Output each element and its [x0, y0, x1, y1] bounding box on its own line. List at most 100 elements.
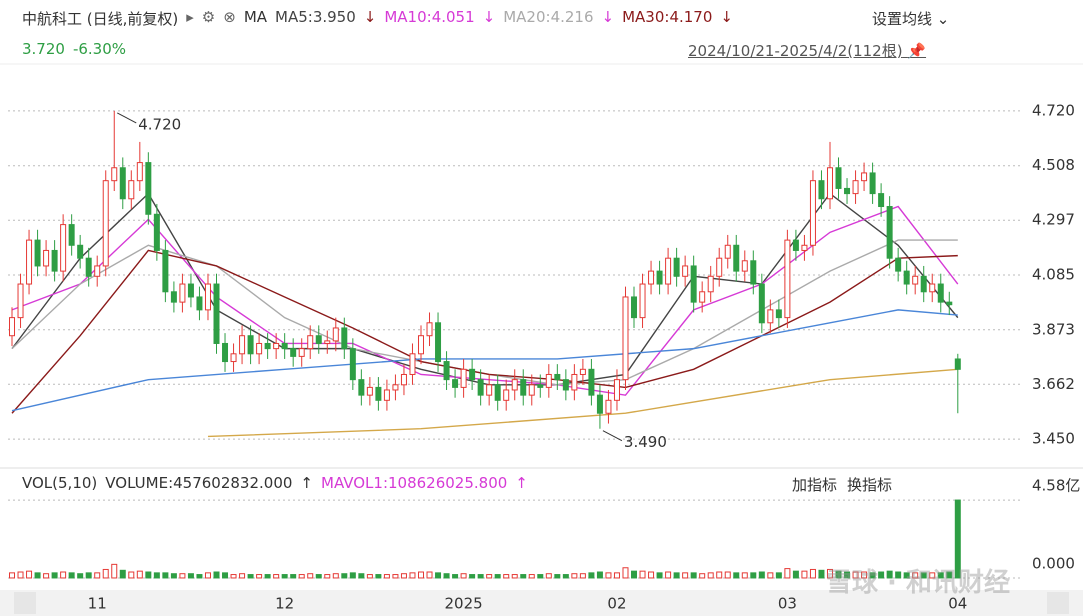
candle-body: [809, 180, 816, 246]
volume-bar: [341, 573, 348, 579]
volume-bar: [920, 572, 927, 579]
volume-bar: [290, 574, 297, 579]
vol-title: VOL(5,10): [22, 474, 98, 492]
candle-body: [937, 283, 944, 303]
candle-body: [648, 270, 655, 285]
volume-bar: [682, 572, 689, 579]
candle-body: [222, 342, 229, 363]
candle-body: [153, 213, 160, 251]
volume-bar: [17, 571, 24, 579]
candle-body: [503, 389, 510, 401]
candle-body: [375, 386, 382, 401]
change: -6.30%: [72, 40, 127, 58]
volume-bar: [511, 574, 518, 579]
candle-body: [128, 180, 135, 200]
candle-body: [886, 206, 893, 259]
candle-body: [34, 239, 41, 267]
volume-bar: [741, 572, 748, 579]
volume-bar: [204, 572, 211, 579]
volume-bar: [869, 572, 876, 579]
volume-bar: [733, 572, 740, 579]
legend-arrow: ↓: [482, 8, 496, 26]
volume-bar: [503, 574, 510, 579]
volume-bar: [417, 571, 424, 579]
volume-bar: [264, 574, 271, 579]
candle-body: [9, 317, 16, 337]
y-tick-label: 3.450: [1032, 430, 1075, 448]
ma-settings-text[interactable]: 设置均线: [872, 10, 933, 28]
volume-bar: [136, 570, 143, 579]
candle-body: [409, 353, 416, 375]
volume-bar: [239, 573, 246, 579]
expand-icon[interactable]: ▸: [186, 8, 194, 26]
candle-body: [716, 257, 723, 277]
candle-body: [136, 162, 143, 182]
candle-body: [77, 244, 84, 259]
date-range: 2024/10/21-2025/4/2(112根) 📌: [688, 42, 927, 60]
legend-entry: MA20:4.216: [503, 8, 594, 26]
volume-legend: ↑: [515, 474, 528, 492]
date-range-text: 2024/10/21-2025/4/2(112根): [688, 42, 903, 60]
candle-body: [60, 224, 67, 272]
scroll-right[interactable]: [1047, 592, 1069, 614]
volume-bar: [895, 571, 902, 579]
volume-bar: [767, 572, 774, 579]
candle-body: [912, 275, 919, 285]
volume-bar: [750, 572, 757, 579]
x-tick-label: 04: [948, 595, 967, 613]
candle-body: [239, 335, 246, 355]
candle-body: [264, 342, 271, 350]
candle-body: [758, 283, 765, 324]
volume-bar: [878, 571, 885, 579]
candle-body: [861, 172, 868, 182]
volume-bar: [332, 573, 339, 579]
settings-icon[interactable]: ⚙: [201, 8, 216, 26]
volume-legend: MAVOL1:108626025.800: [321, 474, 508, 492]
candle-body: [298, 348, 305, 357]
candle-body: [741, 260, 748, 272]
candle-body: [460, 368, 467, 388]
candle-body: [699, 291, 706, 303]
volume-bar: [775, 572, 782, 579]
candle-body: [801, 244, 808, 251]
volume-bar: [256, 574, 263, 579]
candle-body: [954, 358, 961, 370]
volume-bar: [111, 563, 118, 579]
candle-body: [486, 384, 493, 396]
volume-bar: [545, 573, 552, 579]
indicator-button[interactable]: 换指标: [847, 476, 893, 494]
legend-arrow: ↓: [363, 8, 377, 26]
volume-bar: [494, 574, 501, 579]
volume-bar: [716, 571, 723, 579]
volume-bar: [886, 570, 893, 579]
candle-body: [537, 384, 544, 388]
volume-bar: [707, 572, 714, 579]
candle-body: [392, 384, 399, 391]
candle-body: [622, 296, 629, 381]
candle-body: [273, 342, 280, 350]
last-price: 3.720: [22, 40, 65, 58]
close-icon[interactable]: ⊗: [223, 8, 236, 26]
volume-bar: [528, 574, 535, 579]
volume-bar: [324, 574, 331, 579]
candle-body: [656, 270, 663, 285]
candle-body: [920, 275, 927, 293]
volume-bar: [9, 572, 16, 579]
candle-body: [400, 373, 407, 386]
candle-body: [571, 373, 578, 391]
volume-bar: [818, 569, 825, 579]
volume-bar: [852, 571, 859, 579]
candle-body: [528, 384, 535, 396]
indicator-button[interactable]: 加指标: [792, 476, 838, 494]
candle-body: [102, 180, 109, 267]
y-tick-label: 4.508: [1032, 156, 1075, 174]
volume-bar: [520, 574, 527, 579]
candle-body: [784, 239, 791, 319]
ma-settings[interactable]: 设置均线 ⌄: [872, 10, 950, 28]
candle-body: [383, 389, 390, 401]
legend-arrow: ↓: [601, 8, 615, 26]
candle-body: [358, 379, 365, 396]
volume-bar: [613, 572, 620, 579]
volume-bar: [426, 571, 433, 579]
scroll-left[interactable]: [14, 592, 36, 614]
